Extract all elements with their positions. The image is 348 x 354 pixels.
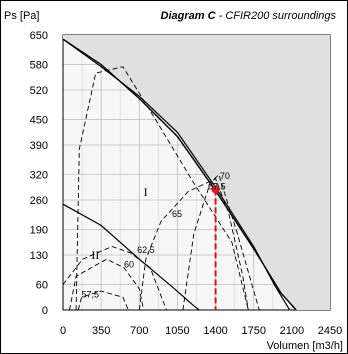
contour-label-65: 65 [172, 209, 182, 219]
chart-title-main: Diagram C [161, 10, 219, 22]
contour-label-67,5: 67,5 [208, 181, 226, 191]
x-tick-label: 700 [130, 325, 148, 337]
system-curve [62, 38, 297, 311]
x-axis-label: Volumen [m3/h] [267, 340, 343, 352]
fan-curve-ii [62, 203, 200, 311]
contour-label-60: 60 [124, 260, 134, 270]
efficiency-contour-62,5 [62, 246, 167, 311]
shaded-area [63, 35, 330, 310]
y-tick-label: 320 [30, 170, 48, 182]
y-tick-label: 580 [30, 60, 48, 72]
y-tick-label: 260 [30, 195, 48, 207]
x-tick-label: 2100 [280, 325, 304, 337]
contour-label-62,5: 62,5 [137, 245, 155, 255]
curve-label-i: I [144, 185, 148, 199]
y-tick-label: 130 [30, 250, 48, 262]
x-tick-label: 2450 [318, 325, 342, 337]
y-tick-label: 450 [30, 115, 48, 127]
x-tick-label: 1750 [241, 325, 265, 337]
y-tick-label: 650 [30, 30, 48, 42]
efficiency-contour-67,5 [138, 178, 249, 311]
x-tick-label: 0 [60, 325, 66, 337]
chart-title: Diagram C - CFIR200 surroundings [161, 10, 337, 22]
efficiency-contour-57,5 [77, 290, 129, 311]
contour-label-57,5: 57,5 [82, 289, 100, 299]
y-tick-label: 520 [30, 85, 48, 97]
efficiency-contour-65 [75, 66, 249, 311]
shaded-region [63, 35, 330, 310]
curves [62, 38, 297, 311]
ticks: 0 350 700 1050 1400 1750 2100 2450 0 60 130 190 260 3… [4, 10, 343, 352]
operating-point-marker [211, 185, 220, 194]
x-tick-label: 350 [92, 325, 110, 337]
chart-title-subtitle: - CFIR200 surroundings [219, 10, 337, 22]
efficiency-contour-60 [69, 258, 145, 311]
curve-label-ii: II [91, 248, 99, 262]
x-tick-label: 1400 [203, 325, 227, 337]
y-axis-label: Ps [Pa] [4, 10, 39, 22]
y-tick-label: 190 [30, 225, 48, 237]
contour-label-70: 70 [220, 171, 230, 181]
x-tick-label: 1050 [165, 325, 189, 337]
y-tick-label: 60 [36, 280, 48, 292]
y-tick-label: 390 [30, 140, 48, 152]
fan-curve-i [62, 38, 291, 311]
y-tick-label: 0 [42, 305, 48, 317]
